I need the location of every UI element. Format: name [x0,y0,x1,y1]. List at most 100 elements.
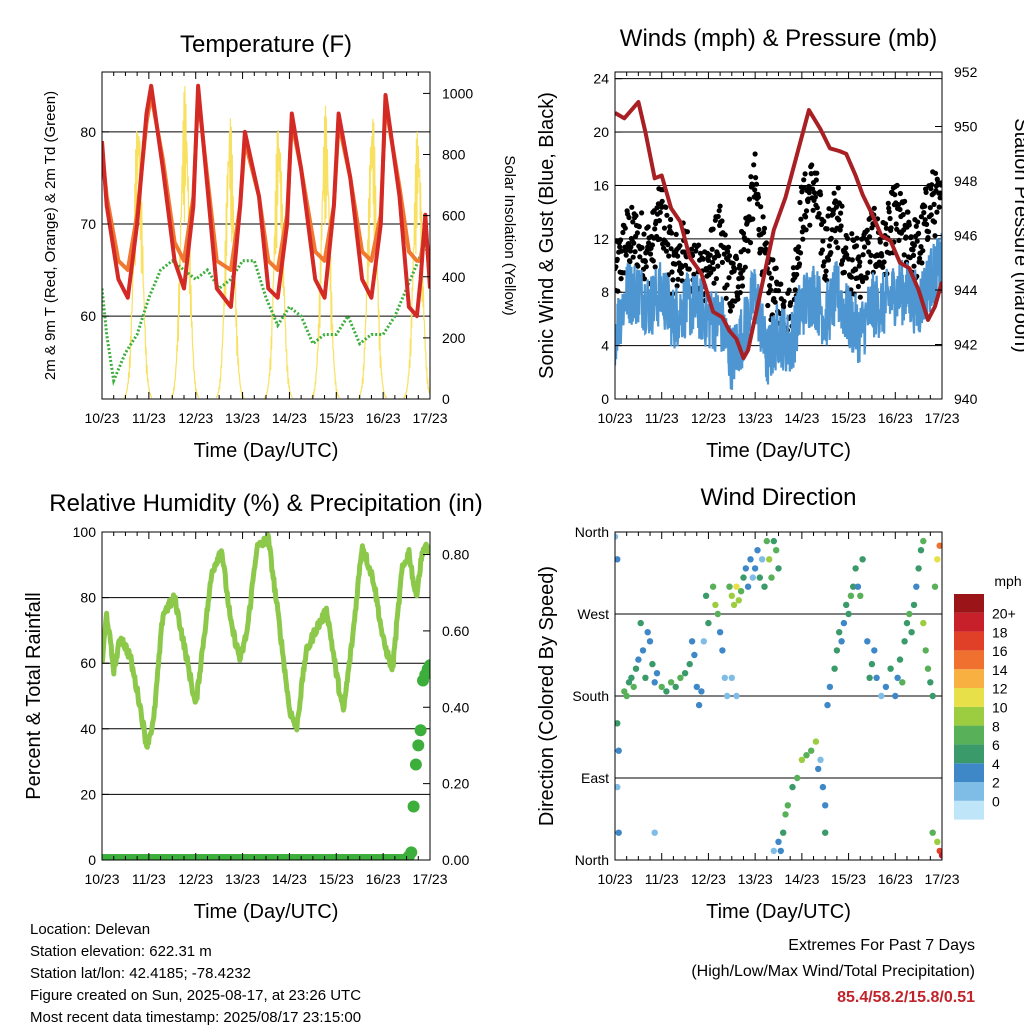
gust-point [707,264,713,270]
gust-point [798,216,804,222]
gust-point [848,287,854,293]
gust-point [725,248,731,255]
x-tick-label: 13/23 [738,871,773,887]
gust-point [923,189,929,195]
y-tick-label: 70 [80,216,96,232]
gust-point [724,282,730,288]
direction-point [642,674,649,681]
direction-point [934,838,941,845]
gust-point [770,257,776,263]
gust-point [768,287,774,293]
y-tick-label: East [581,770,609,786]
gust-point [826,243,833,249]
gust-point [802,171,808,177]
direction-point [716,629,724,636]
gust-point [781,304,787,310]
gust-point [887,215,893,222]
gust-point [618,237,624,243]
gust-point [650,258,656,264]
gust-point [839,203,845,209]
gust-point [886,209,892,215]
direction-point [927,679,934,686]
precip-point [414,724,427,737]
y-tick-label: 20 [593,124,609,140]
colorbar-label: 6 [992,737,1000,753]
gust-point [751,162,757,168]
gust-point [838,223,844,229]
direction-point [637,619,644,627]
gust-point [722,232,728,238]
gust-point [623,252,629,258]
direction-point [831,665,838,672]
gust-point [849,231,855,237]
gust-point [741,247,747,253]
gust-point [860,278,866,285]
gust-point [772,299,778,305]
gust-point [877,239,883,245]
y-tick-label: 60 [80,655,96,671]
gust-point [726,253,733,259]
gust-point [637,254,643,260]
gust-point [921,210,927,216]
plot-area [615,533,942,859]
y2-tick-label: 0.20 [442,776,469,792]
direction-point [630,683,637,691]
gust-point [664,212,670,218]
gust-point [893,221,899,227]
direction-point [798,756,806,763]
direction-point [744,583,752,590]
gust-point [796,244,802,250]
gust-point [737,262,743,268]
chart-temperature: Temperature (F) Time (Day/UTC) 2m & 9m T (… [42,31,518,462]
gust-point [927,205,933,211]
gust-point [705,257,712,263]
gust-point [615,256,620,262]
direction-point [672,683,679,691]
gust-point [860,252,866,258]
colorbar-swatch [954,594,984,613]
direction-point [929,692,936,700]
gust-point [747,240,754,246]
chart-humidity: Relative Humidity (%) & Precipitation (i… [23,490,483,923]
direction-point [887,665,894,672]
x-tick-label: 12/23 [178,410,213,426]
gust-point [719,259,726,265]
colorbar-label: 16 [992,643,1008,659]
gust-point [711,280,717,286]
direction-point [873,674,880,681]
direction-point [721,674,728,681]
gust-point [856,263,862,269]
gust-point [896,237,902,243]
solar-insolation-line [403,131,430,399]
gust-point [735,284,741,290]
gust-point [668,216,674,223]
gust-point [656,218,663,224]
y-tick-label: 0 [601,391,609,407]
gust-point [689,246,695,252]
gust-point [675,253,681,259]
direction-point [922,647,929,654]
gust-point [693,248,699,254]
y2-tick-label: 946 [954,228,978,244]
y2-tick-label: 950 [954,119,978,135]
colorbar-label: 0 [992,794,1000,810]
direction-point [838,638,845,645]
gust-point [800,236,806,242]
colorbar-swatch [954,744,984,764]
y-tick-label: 100 [73,524,97,540]
gust-point [763,240,770,246]
y-tick-label: 20 [80,786,96,802]
y-tick-label: 80 [80,124,96,140]
y-tick-label: North [575,524,609,540]
gust-point [717,203,723,209]
direction-point [756,574,763,581]
x-axis-label: Time (Day/UTC) [194,440,339,462]
pressure-line [615,100,942,361]
direction-point [913,583,920,590]
y-tick-label: 12 [593,231,609,247]
plot-area [102,83,430,399]
gust-point [727,308,734,314]
gust-point [628,244,634,250]
direction-point [714,610,721,618]
gust-point [821,218,827,224]
